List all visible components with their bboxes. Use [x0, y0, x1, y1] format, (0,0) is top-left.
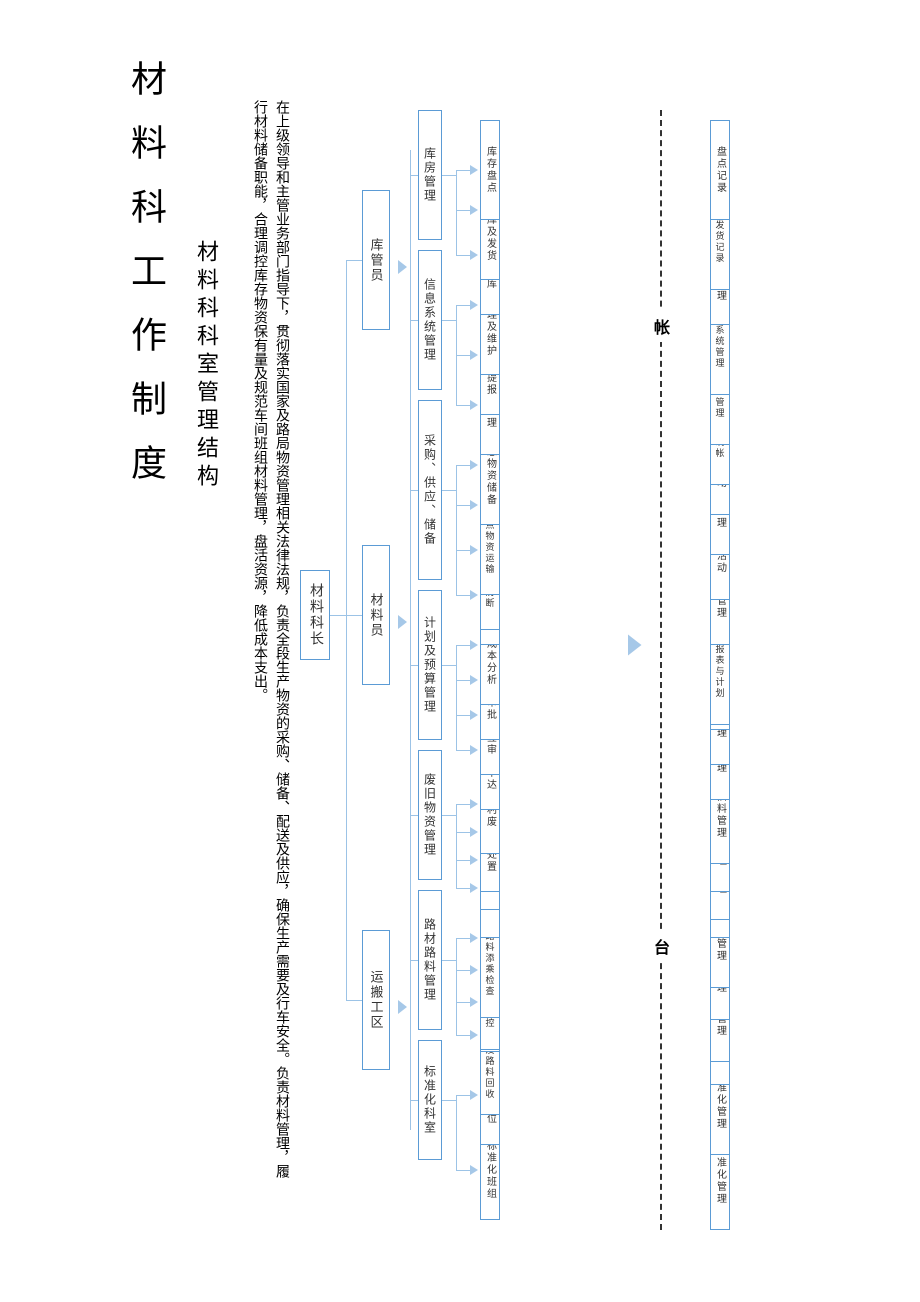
- arrow-icon: [397, 258, 407, 276]
- arrow-icon: [470, 855, 486, 865]
- connector: [410, 490, 418, 491]
- arrow-icon: [470, 205, 486, 215]
- connector: [442, 175, 456, 176]
- arrow-icon: [470, 350, 486, 360]
- arrow-icon: [397, 998, 407, 1016]
- arrow-icon: [470, 460, 486, 470]
- arrow-icon: [397, 613, 407, 631]
- arrow-icon: [470, 400, 486, 410]
- node-c6: 信息系统管理: [418, 250, 442, 390]
- arrow-icon: [470, 500, 486, 510]
- arrow-icon: [470, 590, 486, 600]
- node-l1: 材料科长: [300, 570, 330, 660]
- connector: [456, 170, 457, 255]
- arrow-icon: [470, 250, 486, 260]
- connector: [410, 175, 418, 176]
- node-c3: 废旧物资管理: [418, 750, 442, 880]
- arrow-icon: [470, 1165, 486, 1175]
- connector: [442, 960, 456, 961]
- connector: [442, 815, 456, 816]
- connector: [330, 615, 346, 616]
- node-c2: 路材路料管理: [418, 890, 442, 1030]
- connector: [456, 804, 457, 888]
- node-c1: 标准化科室: [418, 1040, 442, 1160]
- arrow-icon: [470, 933, 486, 943]
- arrow-icon: [470, 675, 486, 685]
- arrow-icon: [470, 1030, 486, 1040]
- separator-dash: [660, 110, 662, 1230]
- arrow-icon: [627, 632, 642, 659]
- connector: [346, 260, 362, 261]
- node-l2a: 运搬工区: [362, 930, 390, 1070]
- arrow-icon: [470, 745, 486, 755]
- arrow-icon: [470, 1090, 486, 1100]
- connector: [456, 465, 457, 595]
- arrow-icon: [470, 300, 486, 310]
- connector: [442, 320, 456, 321]
- connector: [442, 665, 456, 666]
- connector: [410, 665, 418, 666]
- connector: [442, 490, 456, 491]
- node-c5: 采购、供应、储备: [418, 400, 442, 580]
- node-c4: 计划及预算管理: [418, 590, 442, 740]
- connector: [456, 1095, 457, 1170]
- sep-label-left: 台: [654, 930, 670, 962]
- arrow-icon: [470, 883, 486, 893]
- page-title: 材料科工作制度: [120, 60, 172, 610]
- arrow-icon: [470, 640, 486, 650]
- right-item: 盘点记录: [710, 120, 730, 220]
- arrow-icon: [470, 165, 486, 175]
- node-l2c: 库管员: [362, 190, 390, 330]
- connector: [442, 1100, 456, 1101]
- page-subtitle: 材料科科室管理结构: [190, 240, 222, 660]
- connector: [410, 1100, 418, 1101]
- connector: [410, 320, 418, 321]
- arrow-icon: [470, 965, 486, 975]
- page-description: 在上级领导和主管业务部门指导下，贯彻落实国家及路局物资管理相关法律法规，负责全段…: [248, 100, 292, 1180]
- connector: [346, 1000, 362, 1001]
- sep-label-right: 帐: [654, 310, 670, 342]
- arrow-icon: [470, 827, 486, 837]
- connector: [346, 615, 362, 616]
- node-c7: 库房管理: [418, 110, 442, 240]
- arrow-icon: [470, 799, 486, 809]
- node-l2b: 材料员: [362, 545, 390, 685]
- connector: [410, 815, 418, 816]
- arrow-icon: [470, 710, 486, 720]
- connector: [410, 150, 411, 1130]
- connector: [410, 960, 418, 961]
- connector: [456, 938, 457, 1035]
- arrow-icon: [470, 545, 486, 555]
- arrow-icon: [470, 997, 486, 1007]
- connector: [346, 260, 347, 1000]
- connector: [456, 645, 457, 750]
